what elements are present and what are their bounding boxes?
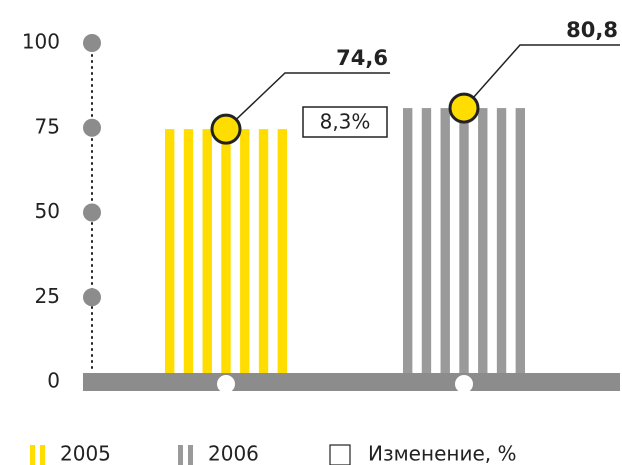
bar-stripe	[478, 108, 488, 382]
legend-swatch	[40, 445, 45, 465]
value-marker	[210, 113, 242, 145]
bar-stripe	[496, 108, 507, 382]
legend-swatch	[178, 445, 183, 465]
bar-stripe	[221, 129, 231, 382]
base-dot	[217, 375, 235, 393]
bar-stripe	[403, 108, 413, 382]
leader-line	[225, 72, 390, 130]
bar-stripe	[421, 108, 432, 382]
bar-stripe	[440, 108, 450, 382]
change-label: 8,3%	[320, 110, 371, 134]
legend-label: 2005	[60, 442, 111, 465]
legend-label: 2006	[208, 442, 259, 465]
base-dot	[455, 375, 473, 393]
bar-stripe	[515, 108, 525, 382]
value-marker	[448, 92, 480, 124]
bar-stripe	[240, 129, 250, 382]
legend-box	[329, 444, 351, 465]
tick-dot	[83, 34, 101, 52]
bar	[403, 108, 525, 382]
y-tick-label: 75	[35, 114, 60, 138]
legend-swatch	[30, 445, 35, 465]
value-label: 74,6	[336, 46, 388, 70]
legend-label: Изменение, %	[368, 442, 516, 465]
baseline	[83, 373, 620, 391]
tick-dot	[83, 118, 101, 137]
leader-line	[463, 44, 620, 109]
bar-stripe	[258, 129, 269, 382]
y-tick-label: 25	[35, 284, 60, 308]
bar-stripe	[277, 129, 287, 382]
tick-dot	[83, 203, 101, 222]
y-tick-label: 0	[47, 369, 60, 393]
bar	[165, 129, 287, 382]
bar-stripe	[183, 129, 194, 382]
change-box	[302, 106, 388, 138]
bar-stripe	[202, 129, 212, 382]
value-label: 80,8	[566, 18, 618, 42]
bar-stripe	[165, 129, 175, 382]
y-tick-label: 50	[35, 199, 60, 223]
y-tick-label: 100	[22, 30, 60, 54]
tick-dot	[83, 288, 101, 307]
bar-stripe	[459, 108, 469, 382]
legend-swatch	[188, 445, 193, 465]
